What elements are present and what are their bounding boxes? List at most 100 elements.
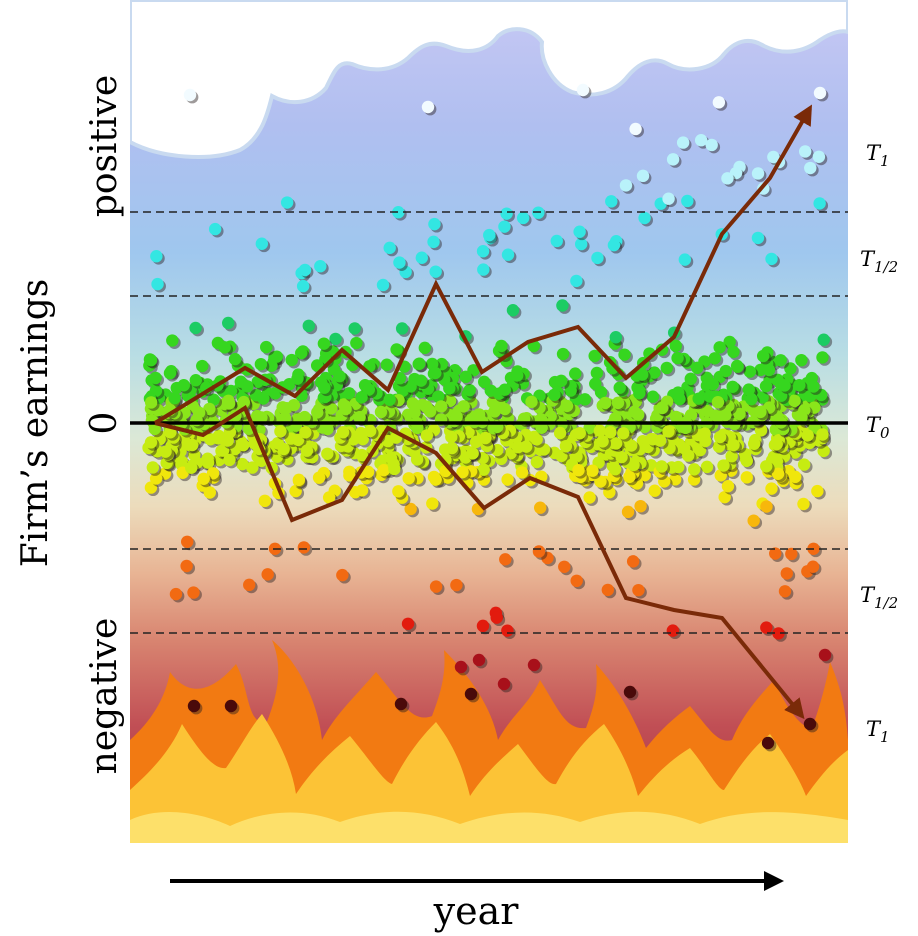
firm-point [708,352,722,365]
firm-point [498,220,511,233]
firm-point [336,426,350,439]
firm-point [778,379,791,392]
firm-point [477,463,490,476]
firm-point [609,437,623,450]
firm-point [603,485,616,499]
threshold-labels: T1 T1/2 T0 T1/2 T1 [860,141,898,746]
firm-point [361,465,375,479]
firm-point [516,211,530,225]
firm-point [392,394,405,407]
firm-point [497,677,511,691]
firm-point [570,274,583,288]
firm-point [221,434,234,447]
firm-point [588,349,601,363]
firm-point [321,447,334,460]
firm-point [201,456,215,469]
firm-point [631,408,645,421]
firm-point [180,559,193,573]
firm-point [813,86,827,100]
threshold-label-top-thalf: T1/2 [860,247,898,276]
firm-point [363,424,377,438]
cloud-icon [130,0,848,159]
firm-point [759,379,773,393]
firm-point [817,333,830,346]
firm-point [321,422,334,436]
firm-points [142,83,834,752]
firm-point [149,371,162,385]
firm-point [808,401,821,414]
firm-point [376,278,390,292]
firm-point [613,381,626,394]
firm-point [681,449,695,462]
firm-point [609,331,623,344]
firm-point [298,263,312,277]
firm-point [576,83,590,97]
firm-point [747,437,761,450]
firm-point [476,245,490,258]
firm-point [285,353,298,367]
firm-point [429,580,443,593]
firm-point [774,354,787,367]
firm-point [411,421,424,435]
firm-point [811,484,824,498]
firm-point [684,372,697,386]
firm-point [274,425,287,438]
firm-point [623,470,636,484]
firm-point [604,426,617,439]
firm-point [151,277,164,291]
firm-point [392,485,405,498]
firm-point [816,428,829,441]
firm-point [203,486,216,499]
firm-point [662,425,675,438]
firm-point [778,585,792,598]
firm-point [498,383,511,396]
firm-point [772,627,785,640]
firm-point [731,360,744,373]
firm-point [498,402,511,416]
firm-point [812,150,826,163]
firm-point [666,153,680,166]
firm-point [765,482,778,495]
firm-point [607,238,621,252]
firm-point [428,217,441,231]
firm-point [208,222,222,236]
firm-point [733,407,746,421]
firm-point [586,464,599,477]
firm-point [270,350,284,363]
firm-point [495,339,508,353]
firm-point [388,462,401,476]
firm-point [601,583,615,597]
firm-point [429,265,442,278]
firm-point [464,687,478,701]
firm-point [559,439,573,453]
firm-point [260,340,273,354]
firm-point [333,370,346,383]
firm-point [383,393,396,407]
firm-point [813,197,826,210]
firm-point [404,380,417,393]
firm-point [537,443,551,456]
firm-point [144,396,158,409]
path-down [154,405,805,720]
firm-point [804,389,817,403]
firm-point [402,472,415,485]
firm-point [767,150,780,164]
firm-point [292,473,306,487]
firm-point [466,447,479,460]
firm-point [483,228,496,242]
firm-point [801,429,814,442]
firm-point [146,461,160,474]
firm-point [636,169,650,183]
firm-point [700,460,714,474]
firm-point [533,501,547,514]
firm-point [166,334,179,347]
firm-point [380,358,394,371]
firm-point [418,341,432,355]
firm-point [712,96,726,109]
firm-point [287,398,301,412]
firm-point [477,375,491,389]
firm-point [663,441,676,455]
firm-point [556,299,569,312]
firm-point [638,468,651,482]
firm-point [325,402,338,415]
